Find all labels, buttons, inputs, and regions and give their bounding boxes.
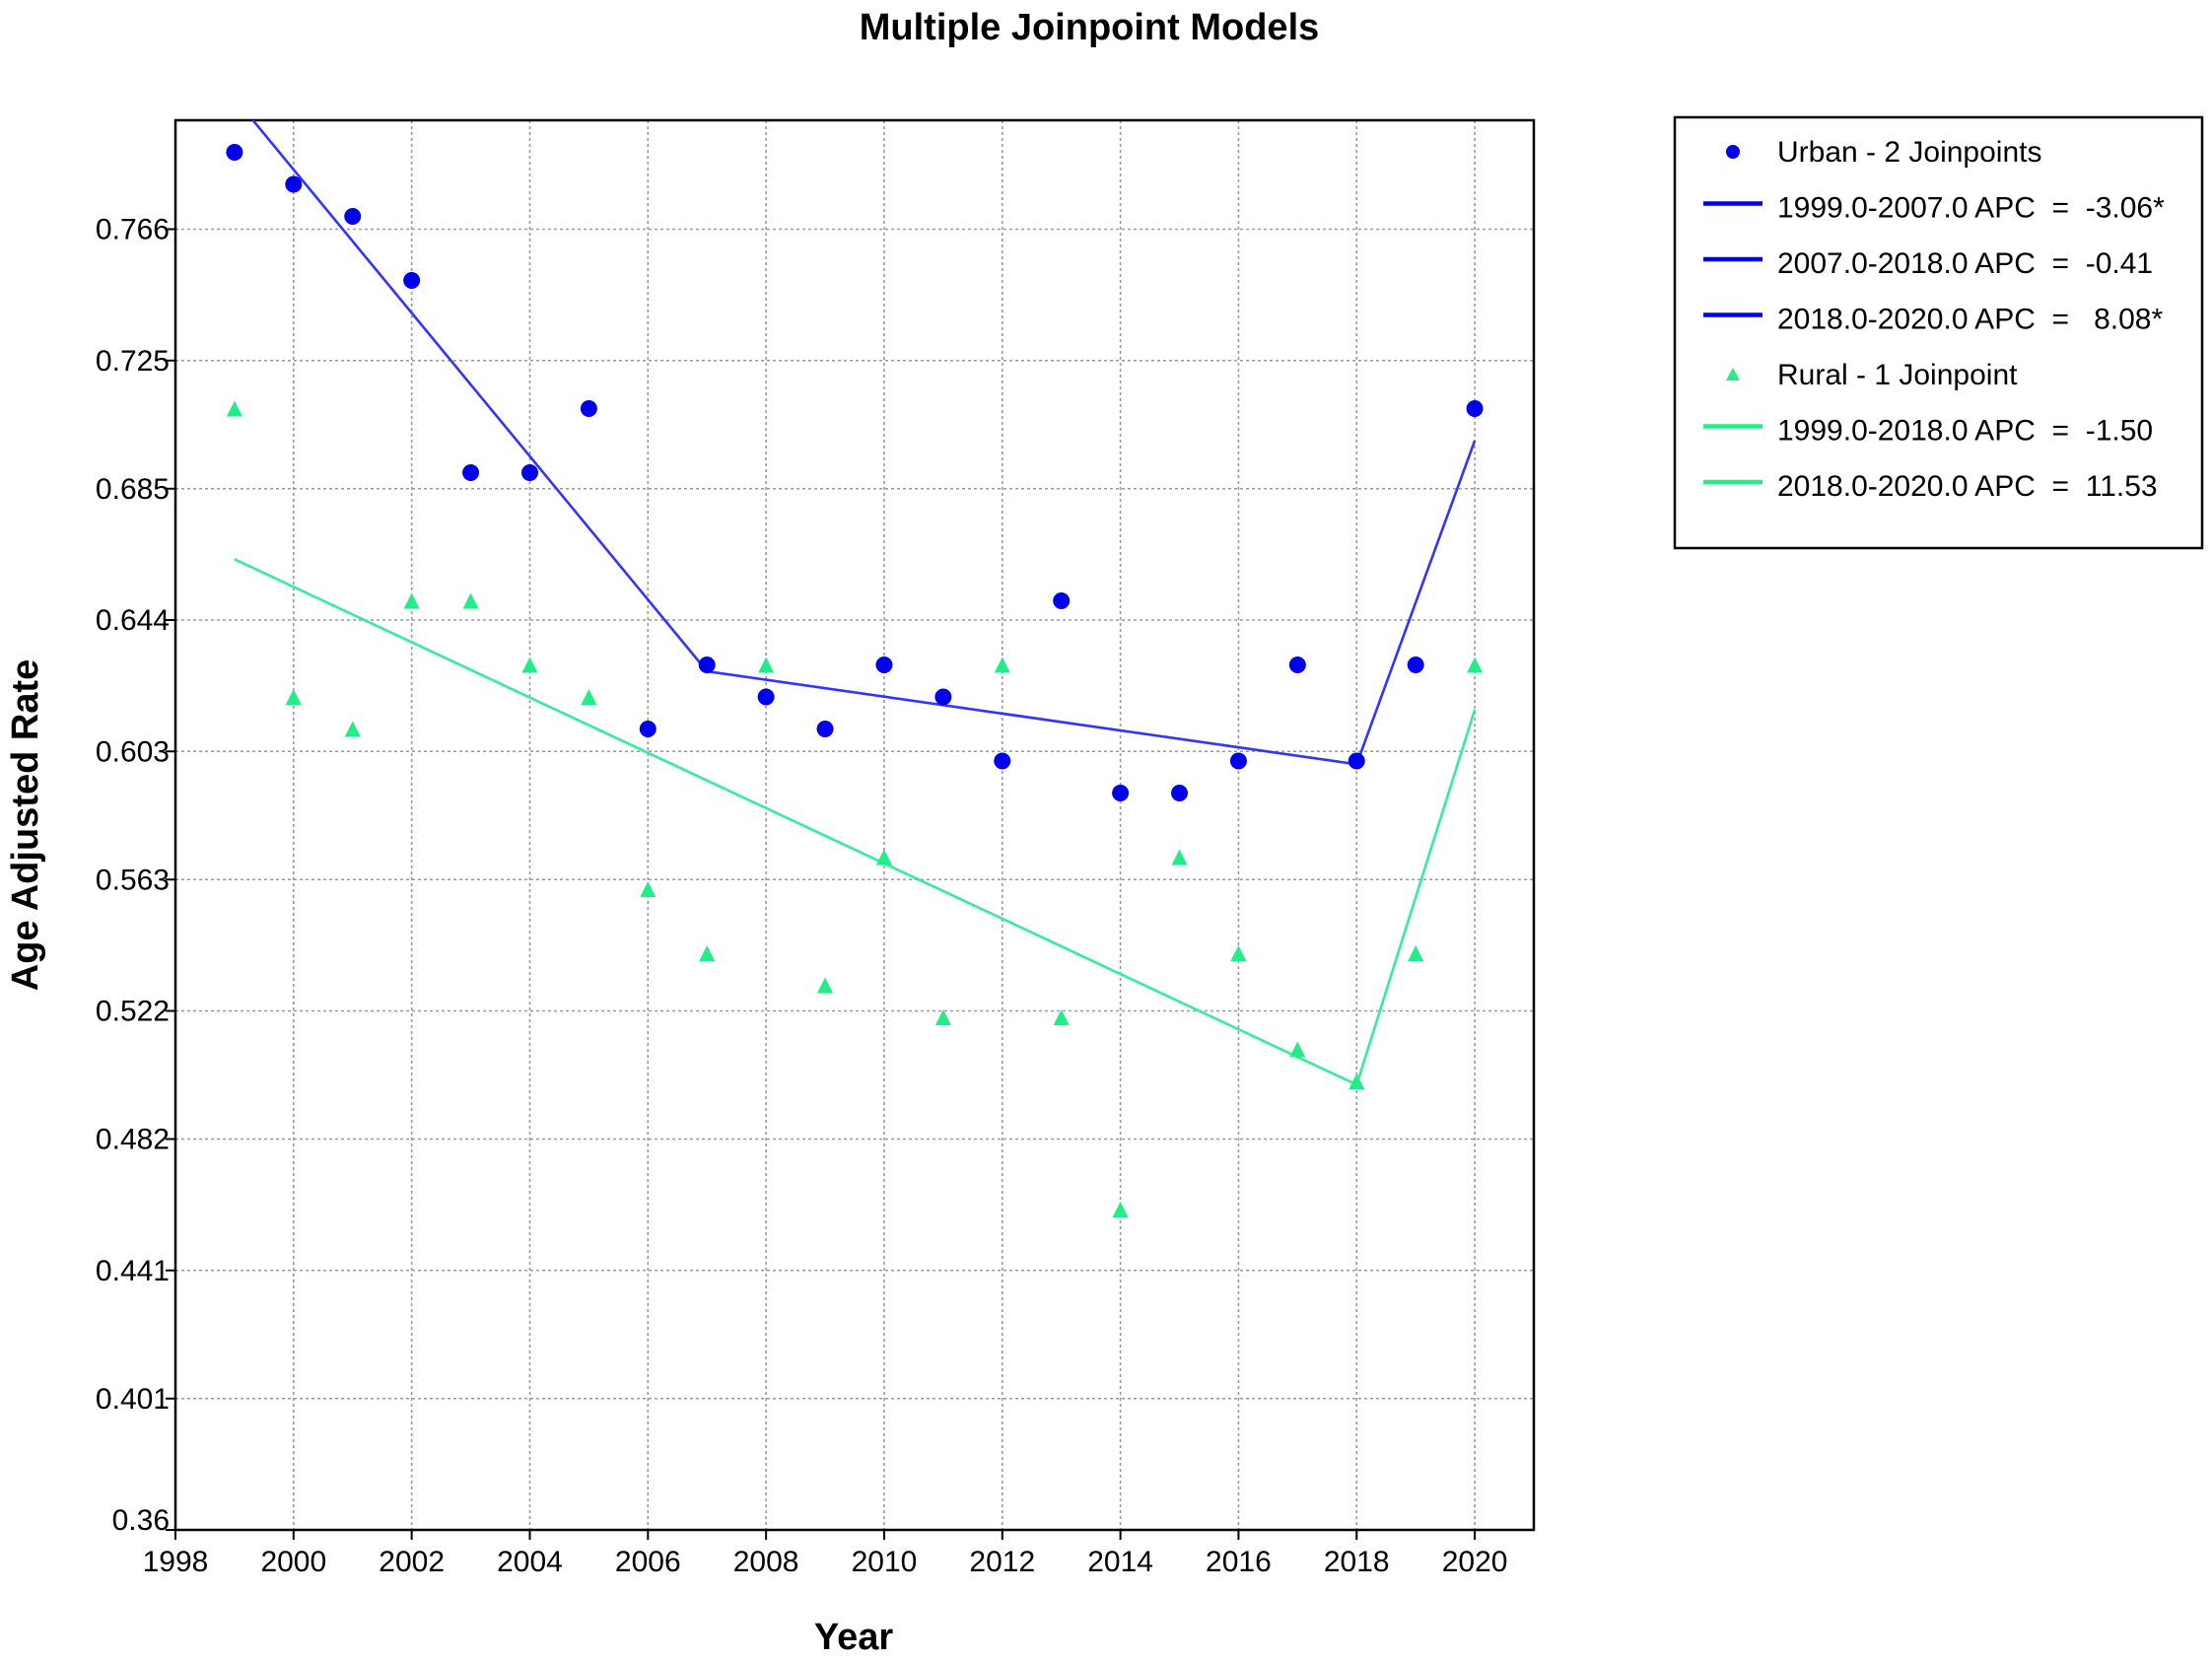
legend-marker-circle [1726,145,1740,159]
y-tick-label: 0.401 [96,1383,170,1416]
fitted-line [234,558,1477,1087]
chart-title: Multiple Joinpoint Models [860,7,1320,48]
y-tick-label: 0.482 [96,1124,170,1156]
y-tick-label: 0.644 [96,604,170,637]
rural-point [758,657,775,673]
rural-point [1053,1009,1070,1025]
legend-label: 2018.0-2020.0 APC = 11.53 [1777,470,2158,503]
fitted-lines [234,120,1477,1087]
rural-point [994,657,1010,673]
rural-point [1408,945,1424,961]
rural-point [521,657,538,673]
x-tick-label: 2008 [733,1546,799,1578]
urban-point [403,272,421,289]
x-axis-ticks: 1998 2000 2002 2004 2006 2008 2010 2012 2014 2016… [143,1530,1508,1578]
legend-label: 2018.0-2020.0 APC = 8.08* [1777,304,2163,336]
rural-point [226,400,242,417]
plot-area-frame [173,118,1536,1532]
y-tick-label: 0.766 [96,214,170,246]
x-tick-label: 2004 [497,1546,563,1578]
rural-point [1467,657,1484,673]
y-tick-label: 0.725 [96,345,170,378]
x-tick-label: 2018 [1324,1546,1390,1578]
x-tick-label: 2016 [1206,1546,1272,1578]
y-tick-label: 0.603 [96,735,170,768]
rural-point [934,1009,951,1025]
rural-point [344,721,361,737]
x-tick-label: 2000 [260,1546,326,1578]
rural-point [581,689,597,705]
x-tick-label: 2002 [379,1546,445,1578]
urban-point [757,688,775,706]
x-tick-label: 2020 [1442,1546,1508,1578]
y-axis-label: Age Adjusted Rate [5,659,46,991]
legend: Urban - 2 Joinpoints 1999.0-2007.0 APC = … [1673,115,2204,550]
legend-label: 1999.0-2018.0 APC = -1.50 [1777,415,2153,448]
urban-point [1112,785,1130,801]
urban-point [1171,785,1189,801]
fitted-line [250,120,1477,766]
x-axis-label: Year [814,1617,894,1658]
x-tick-label: 2010 [852,1546,918,1578]
urban-point [994,752,1011,770]
urban-point [462,464,480,481]
x-tick-label: 2006 [615,1546,681,1578]
y-tick-label: 0.685 [96,473,170,506]
urban-point [816,721,834,737]
urban-point [1466,400,1484,417]
urban-point [1407,657,1424,673]
x-tick-label: 1998 [143,1546,209,1578]
urban-point [934,688,952,706]
legend-marker-triangle [1726,368,1740,381]
urban-point [344,208,362,225]
urban-point [1288,657,1306,673]
urban-point [580,400,597,417]
rural-point [817,977,834,994]
rural-point [285,689,302,705]
y-tick-label: 0.563 [96,864,170,896]
x-tick-label: 2014 [1087,1546,1153,1578]
y-tick-label: 0.522 [96,996,170,1028]
rural-point [640,881,657,897]
urban-point [520,464,538,481]
legend-label: Rural - 1 Joinpoint [1777,359,2018,391]
y-tick-label: 0.441 [96,1255,170,1287]
grid [175,120,1534,1530]
y-axis-ticks: 0.36 0.401 0.441 0.482 0.522 0.563 0.603 0.644 0… [96,214,175,1537]
legend-label: Urban - 2 Joinpoints [1777,136,2041,169]
rural-point [1289,1041,1306,1058]
legend-label: 1999.0-2007.0 APC = -3.06* [1777,192,2165,225]
rural-point [875,849,892,866]
urban-point [698,657,716,673]
y-tick-label: 0.36 [112,1504,170,1537]
urban-point [1229,752,1247,770]
data-points [226,144,1484,1217]
rural-point [462,592,479,609]
rural-point [699,945,716,961]
urban-point [639,721,657,737]
x-tick-label: 2012 [969,1546,1035,1578]
urban-point [285,175,303,193]
legend-label: 2007.0-2018.0 APC = -0.41 [1777,247,2153,280]
urban-point [1348,752,1365,770]
rural-point [403,592,420,609]
rural-point [1348,1073,1365,1089]
urban-point [875,657,893,673]
legend-box [1673,115,2204,550]
rural-point [1171,849,1188,866]
urban-point [226,144,243,161]
rural-point [1112,1202,1129,1217]
rural-point [1230,945,1247,961]
urban-point [1053,592,1071,609]
